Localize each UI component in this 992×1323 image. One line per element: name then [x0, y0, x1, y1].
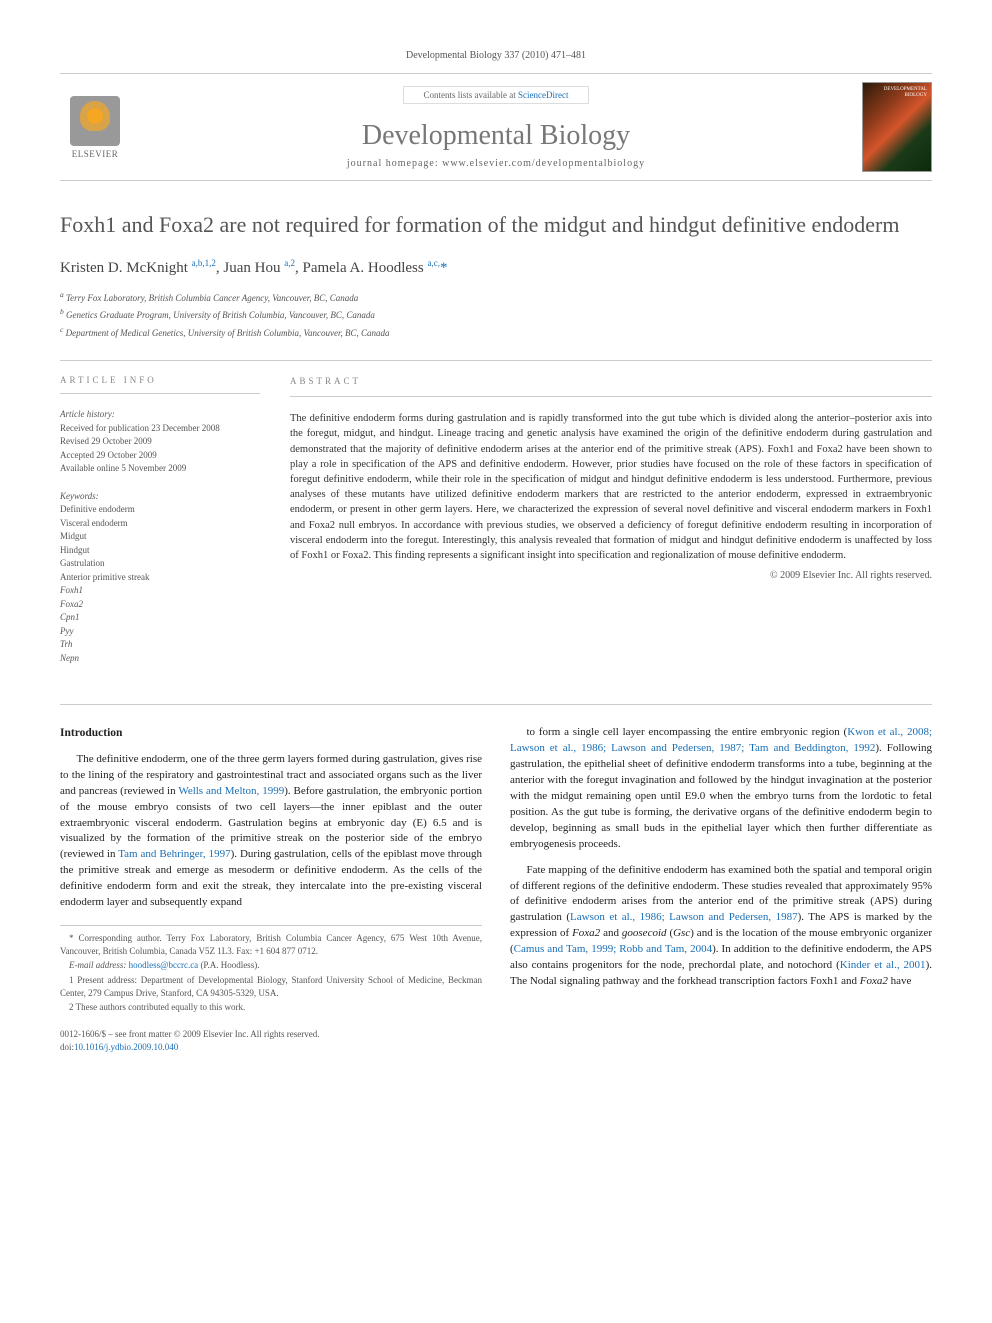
body-columns: Introduction The definitive endoderm, on… — [60, 725, 932, 1054]
divider — [60, 704, 932, 705]
divider — [60, 360, 932, 361]
homepage-label: journal homepage: — [347, 158, 442, 169]
affiliation-line: b Genetics Graduate Program, University … — [60, 306, 932, 323]
footnote-2: 2 These authors contributed equally to t… — [60, 1001, 482, 1014]
front-matter-line: 0012-1606/$ – see front matter © 2009 El… — [60, 1028, 482, 1054]
article-info: ARTICLE INFO Article history: Received f… — [60, 375, 260, 679]
article-history: Article history: Received for publicatio… — [60, 408, 260, 476]
keyword: Foxh1 — [60, 584, 260, 598]
email-line: E-mail address: hoodless@bccrc.ca (P.A. … — [60, 959, 482, 972]
keyword: Foxa2 — [60, 598, 260, 612]
history-line: Received for publication 23 December 200… — [60, 422, 260, 436]
keywords-block: Keywords: Definitive endodermVisceral en… — [60, 490, 260, 666]
keyword: Midgut — [60, 530, 260, 544]
keyword: Pyy — [60, 625, 260, 639]
keyword: Cpn1 — [60, 611, 260, 625]
history-label: Article history: — [60, 408, 260, 422]
doi-link[interactable]: 10.1016/j.ydbio.2009.10.040 — [74, 1042, 178, 1052]
keyword: Visceral endoderm — [60, 517, 260, 531]
keyword: Trh — [60, 638, 260, 652]
running-head: Developmental Biology 337 (2010) 471–481 — [60, 50, 932, 61]
keyword: Hindgut — [60, 544, 260, 558]
journal-homepage: journal homepage: www.elsevier.com/devel… — [130, 158, 862, 169]
journal-name: Developmental Biology — [130, 120, 862, 152]
elsevier-logo: ELSEVIER — [60, 96, 130, 159]
keyword: Definitive endoderm — [60, 503, 260, 517]
abstract-head: ABSTRACT — [290, 375, 932, 388]
history-line: Accepted 29 October 2009 — [60, 449, 260, 463]
body-paragraph: The definitive endoderm, one of the thre… — [60, 752, 482, 911]
email-address[interactable]: hoodless@bccrc.ca — [129, 960, 199, 970]
abstract: ABSTRACT The definitive endoderm forms d… — [290, 375, 932, 679]
keyword: Nepn — [60, 652, 260, 666]
journal-cover-thumbnail — [862, 82, 932, 172]
introduction-heading: Introduction — [60, 725, 482, 742]
elsevier-label: ELSEVIER — [72, 149, 119, 159]
homepage-url[interactable]: www.elsevier.com/developmentalbiology — [442, 158, 645, 169]
front-matter-text: 0012-1606/$ – see front matter © 2009 El… — [60, 1028, 482, 1041]
history-line: Revised 29 October 2009 — [60, 435, 260, 449]
banner-center: Contents lists available at ScienceDirec… — [130, 86, 862, 169]
body-paragraph: Fate mapping of the definitive endoderm … — [510, 863, 932, 991]
footnote-1: 1 Present address: Department of Develop… — [60, 974, 482, 999]
affiliation-line: c Department of Medical Genetics, Univer… — [60, 324, 932, 341]
contents-prefix: Contents lists available at — [424, 90, 518, 100]
abstract-copyright: © 2009 Elsevier Inc. All rights reserved… — [290, 569, 932, 584]
elsevier-tree-icon — [70, 96, 120, 146]
affiliations: a Terry Fox Laboratory, British Columbia… — [60, 289, 932, 341]
keywords-label: Keywords: — [60, 490, 260, 504]
affiliation-line: a Terry Fox Laboratory, British Columbia… — [60, 289, 932, 306]
contents-available: Contents lists available at ScienceDirec… — [403, 86, 590, 104]
corresponding-author-note: * Corresponding author. Terry Fox Labora… — [60, 932, 482, 957]
footnotes: * Corresponding author. Terry Fox Labora… — [60, 925, 482, 1014]
info-abstract-row: ARTICLE INFO Article history: Received f… — [60, 375, 932, 679]
article-info-head: ARTICLE INFO — [60, 375, 260, 385]
doi-label: doi: — [60, 1042, 74, 1052]
history-line: Available online 5 November 2009 — [60, 462, 260, 476]
sciencedirect-link[interactable]: ScienceDirect — [518, 90, 568, 100]
email-suffix: (P.A. Hoodless). — [198, 960, 259, 970]
email-label: E-mail address: — [69, 960, 129, 970]
authors: Kristen D. McKnight a,b,1,2, Juan Hou a,… — [60, 258, 932, 277]
divider — [60, 393, 260, 394]
keyword: Anterior primitive streak — [60, 571, 260, 585]
body-paragraph: to form a single cell layer encompassing… — [510, 725, 932, 853]
article-title: Foxh1 and Foxa2 are not required for for… — [60, 211, 932, 240]
journal-banner: ELSEVIER Contents lists available at Sci… — [60, 73, 932, 181]
divider — [290, 396, 932, 397]
keyword: Gastrulation — [60, 557, 260, 571]
abstract-text: The definitive endoderm forms during gas… — [290, 411, 932, 563]
